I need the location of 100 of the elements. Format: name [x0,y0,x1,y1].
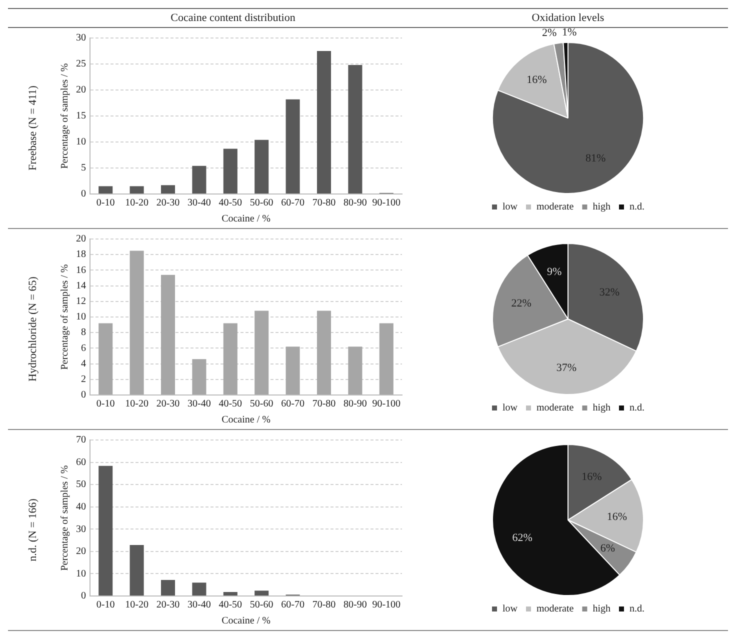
y-axis-title: Percentage of samples / % [60,465,71,571]
bar [254,140,269,194]
bar [348,65,362,194]
legend-label: moderate [536,402,574,414]
data-label: 6% [600,542,616,555]
y-tick-label: 40 [76,501,86,512]
x-tick-label: 10-20 [125,198,148,209]
bar [316,310,332,394]
y-tick-label: 20 [76,234,86,245]
x-tick-label: 60-70 [281,600,304,611]
x-tick-label: 0-10 [96,600,115,611]
x-tick-label: 60-70 [281,198,304,209]
x-tick-label: 0-10 [96,198,115,209]
y-tick-label: 0 [81,590,86,602]
x-tick-label: 10-20 [125,398,148,410]
x-tick-label: 30-40 [188,600,211,611]
bar [160,185,176,194]
y-tick-label: 8 [81,327,86,338]
x-tick-label: 20-30 [156,398,180,410]
legend-label: high [592,402,610,414]
y-axis-title: Percentage of samples / % [60,264,71,370]
x-tick-label: 30-40 [188,198,211,209]
data-label: 32% [599,286,620,299]
data-label: 1% [562,26,577,38]
bar [130,544,144,596]
legend-label: moderate [536,202,574,213]
bar [98,323,113,394]
x-tick-label: 70-80 [312,198,336,209]
bar [254,590,269,596]
data-label: 81% [586,152,606,164]
bar [223,323,238,394]
data-label: 22% [511,298,532,310]
data-label: 62% [512,532,532,544]
y-tick-label: 50 [76,479,86,490]
y-tick-label: 30 [76,524,86,535]
x-axis-title: Cocaine / % [222,616,270,627]
y-tick-label: 6 [81,342,86,354]
x-tick-label: 20-30 [156,198,180,209]
y-tick-label: 4 [81,358,86,370]
y-tick-label: 10 [76,568,86,580]
x-tick-label: 70-80 [312,600,336,611]
bar [98,466,113,596]
bar [316,51,332,194]
bar [130,186,144,194]
x-tick-label: 50-60 [250,398,274,410]
y-tick-label: 2 [81,374,86,386]
y-tick-label: 12 [76,296,86,308]
y-tick-label: 25 [76,58,86,70]
x-axis-title: Cocaine / % [222,414,270,426]
x-tick-label: 90-100 [372,198,401,209]
x-tick-label: 40-50 [218,600,242,611]
chart-title: Cocaine content distribution [170,12,296,24]
data-label: 2% [542,27,557,40]
bar [192,166,206,194]
y-tick-label: 10 [76,312,86,323]
x-tick-label: 40-50 [218,398,242,410]
y-tick-label: 14 [76,280,86,292]
data-label: 37% [556,362,577,374]
x-tick-label: 90-100 [372,600,401,611]
legend-label: high [592,202,610,213]
y-tick-label: 5 [81,162,86,174]
y-tick-label: 30 [76,32,86,44]
x-tick-label: 80-90 [344,198,367,209]
x-tick-label: 60-70 [281,398,304,410]
bar [130,250,144,394]
x-tick-label: 90-100 [372,398,401,410]
text: n.d. (N = 166) [27,498,39,562]
y-tick-label: 0 [81,390,86,401]
text: Freebase (N = 411) [27,86,39,170]
y-tick-label: 60 [76,456,86,468]
bar [254,310,269,394]
y-tick-label: 20 [76,546,86,558]
x-tick-label: 20-30 [156,600,180,611]
x-tick-label: 70-80 [312,398,336,410]
data-label: 9% [546,266,562,278]
chart-title: Oxidation levels [530,12,606,24]
x-tick-label: 50-60 [250,198,274,209]
x-tick-label: 50-60 [250,600,274,611]
x-tick-label: 10-20 [125,600,148,611]
legend-label: low [502,202,518,213]
legend-label: n.d. [629,402,644,414]
legend-label: n.d. [629,202,644,213]
y-tick-label: 18 [76,249,86,260]
legend-label: moderate [536,604,574,615]
bar [192,582,206,596]
x-axis-title: Cocaine / % [222,214,270,225]
bar [160,274,176,394]
x-tick-label: 40-50 [218,198,242,209]
y-tick-label: 0 [81,188,86,200]
bar [98,186,113,194]
bar [348,346,362,394]
bar [286,346,300,394]
text: Hydrochloride (N = 65) [27,276,39,382]
legend-label: low [502,402,518,414]
bar [286,99,300,194]
bar [192,359,206,394]
legend-label: low [502,604,518,615]
x-tick-label: 0-10 [96,398,115,410]
y-tick-label: 70 [76,434,86,446]
y-tick-label: 16 [76,264,86,276]
